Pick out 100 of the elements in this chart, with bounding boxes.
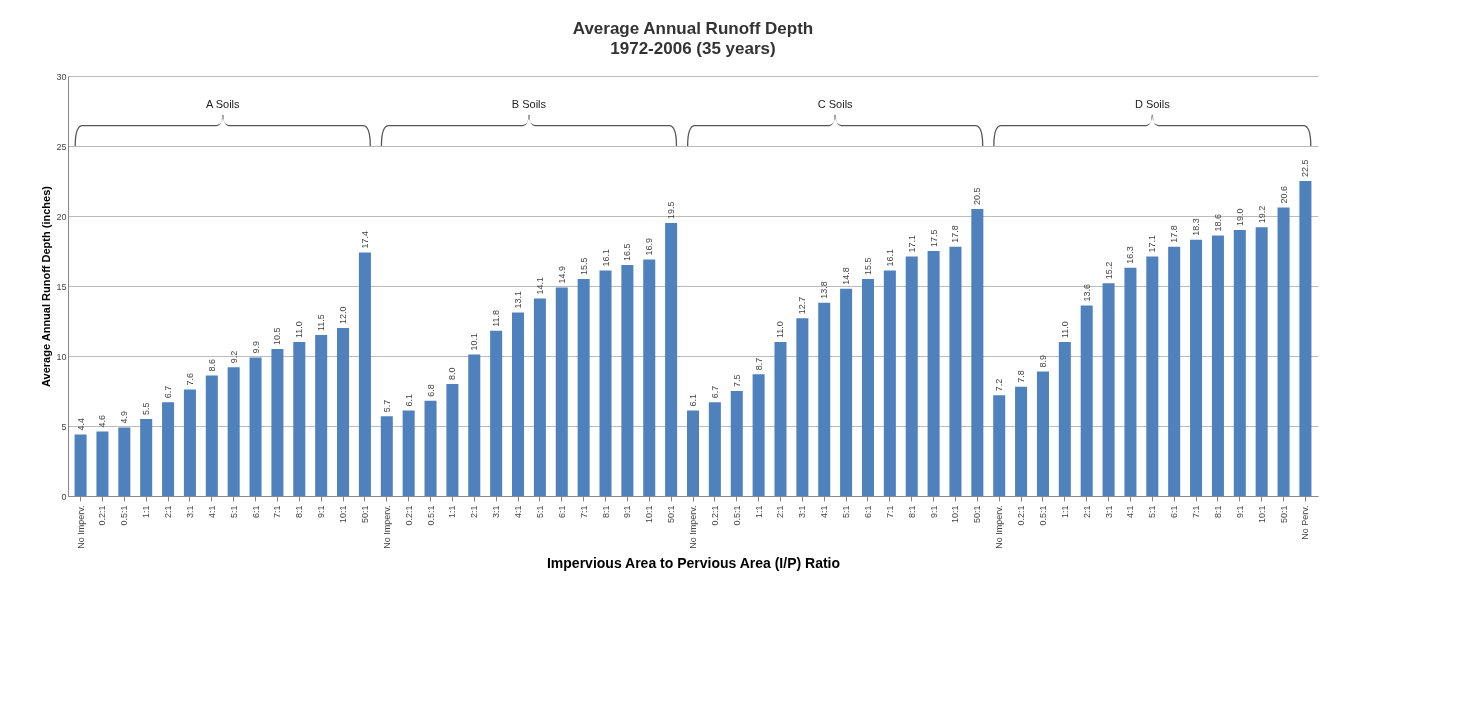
- x-tick-label: 0.5:1: [731, 505, 742, 526]
- data-label: 16.5: [622, 243, 633, 261]
- bar: [708, 402, 721, 496]
- data-label: 22.5: [1300, 159, 1311, 177]
- bar: [686, 410, 700, 496]
- bar: [1233, 230, 1246, 496]
- bar: [1015, 386, 1028, 496]
- x-tick-label: 6:1: [1169, 505, 1180, 519]
- bar: [424, 400, 437, 496]
- x-tick-label: 1:1: [753, 505, 764, 519]
- bar: [665, 223, 678, 496]
- bar: [512, 312, 525, 496]
- bar: [840, 288, 853, 496]
- x-tick-label: 50:1: [666, 505, 677, 524]
- data-label: 19.2: [1256, 205, 1267, 224]
- data-label: 14.1: [534, 277, 545, 295]
- data-label: 11.8: [491, 309, 502, 327]
- x-tick-label: 2:1: [775, 505, 786, 519]
- bar: [96, 431, 109, 496]
- data-label: 10.1: [469, 333, 480, 351]
- x-tick-label: 0.5:1: [1037, 505, 1048, 526]
- bar: [599, 270, 612, 496]
- bar: [577, 279, 590, 496]
- data-label: 9.2: [228, 350, 239, 364]
- x-tick-label: 0.5:1: [425, 505, 436, 526]
- y-tick-label: 5: [61, 421, 67, 432]
- bar: [249, 357, 262, 496]
- data-label: 12.7: [797, 296, 808, 315]
- bar: [1058, 342, 1071, 496]
- data-label: 13.8: [819, 281, 830, 299]
- x-tick-label: 7:1: [1191, 505, 1202, 519]
- data-label: 18.6: [1212, 214, 1223, 232]
- bar: [971, 209, 984, 496]
- x-tick-label: 1:1: [141, 505, 152, 519]
- data-label: 7.2: [994, 378, 1005, 392]
- data-label: 16.1: [884, 249, 895, 267]
- data-label: 20.6: [1278, 186, 1289, 204]
- bar: [227, 367, 240, 496]
- data-label: 7.6: [184, 373, 195, 386]
- bar: [861, 279, 874, 496]
- x-tick-label: 6:1: [556, 505, 567, 519]
- bar: [358, 252, 371, 496]
- bar: [1036, 371, 1049, 496]
- x-tick-label: 8:1: [294, 505, 305, 519]
- data-label: 13.6: [1081, 284, 1092, 302]
- data-label: 14.9: [556, 265, 567, 284]
- annotation: B Soils: [511, 97, 547, 110]
- x-tick-label: 2:1: [469, 505, 480, 519]
- x-tick-label: 10:1: [644, 505, 655, 524]
- data-label: 11.0: [294, 321, 305, 338]
- data-label: 13.1: [513, 291, 524, 309]
- x-tick-label: 0.2:1: [709, 505, 720, 526]
- data-label: 19.0: [1234, 208, 1245, 226]
- data-label: 5.5: [141, 402, 152, 415]
- x-tick-label: 6:1: [250, 505, 261, 519]
- bar: [993, 395, 1006, 496]
- bar: [818, 302, 831, 496]
- y-axis-title: Average Annual Runoff Depth (inches): [40, 185, 53, 387]
- bar: [1080, 305, 1093, 496]
- x-tick-label: 5:1: [534, 505, 545, 519]
- y-tick-label: 0: [61, 491, 67, 502]
- x-axis-title: Impervious Area to Pervious Area (I/P) Ratio: [546, 554, 841, 571]
- x-tick-label: 9:1: [316, 505, 327, 519]
- data-label: 7.8: [1016, 370, 1027, 383]
- x-tick-label: 4:1: [819, 505, 830, 519]
- data-label: 15.5: [862, 257, 873, 275]
- data-label: 15.5: [578, 257, 589, 275]
- data-label: 8.0: [447, 367, 458, 380]
- bar: [1124, 267, 1137, 496]
- x-tick-label: No Imperv.: [688, 505, 698, 549]
- bar: [905, 256, 918, 496]
- data-label: 6.8: [425, 384, 436, 397]
- x-tick-label: 50:1: [359, 505, 370, 524]
- data-label: 16.9: [644, 237, 655, 256]
- data-label: 4.9: [119, 410, 130, 424]
- x-tick-label: No Imperv.: [994, 505, 1005, 549]
- bar: [380, 416, 393, 496]
- x-tick-label: 1:1: [1059, 505, 1070, 519]
- data-label: 6.1: [688, 394, 698, 407]
- y-tick-label: 20: [56, 211, 67, 222]
- data-label: 4.4: [75, 417, 86, 431]
- bar: [74, 434, 87, 496]
- bar: [1277, 207, 1290, 496]
- x-tick-label: 1:1: [447, 505, 458, 519]
- data-label: 9.9: [250, 340, 261, 354]
- x-tick-label: 5:1: [841, 505, 852, 519]
- bar: [533, 298, 546, 496]
- data-label: 11.0: [1059, 321, 1070, 338]
- bar: [621, 265, 634, 496]
- x-tick-label: No Perv.: [1300, 505, 1311, 540]
- bar: [927, 251, 940, 496]
- bar: [730, 391, 743, 496]
- y-tick-label: 25: [56, 141, 67, 152]
- data-label: 15.2: [1103, 261, 1114, 280]
- bar: [118, 427, 131, 496]
- data-label: 8.9: [1037, 354, 1048, 368]
- x-tick-label: 2:1: [163, 505, 174, 519]
- y-tick-label: 15: [56, 281, 67, 292]
- x-tick-label: 10:1: [950, 505, 961, 524]
- x-tick-label: 10:1: [338, 505, 349, 524]
